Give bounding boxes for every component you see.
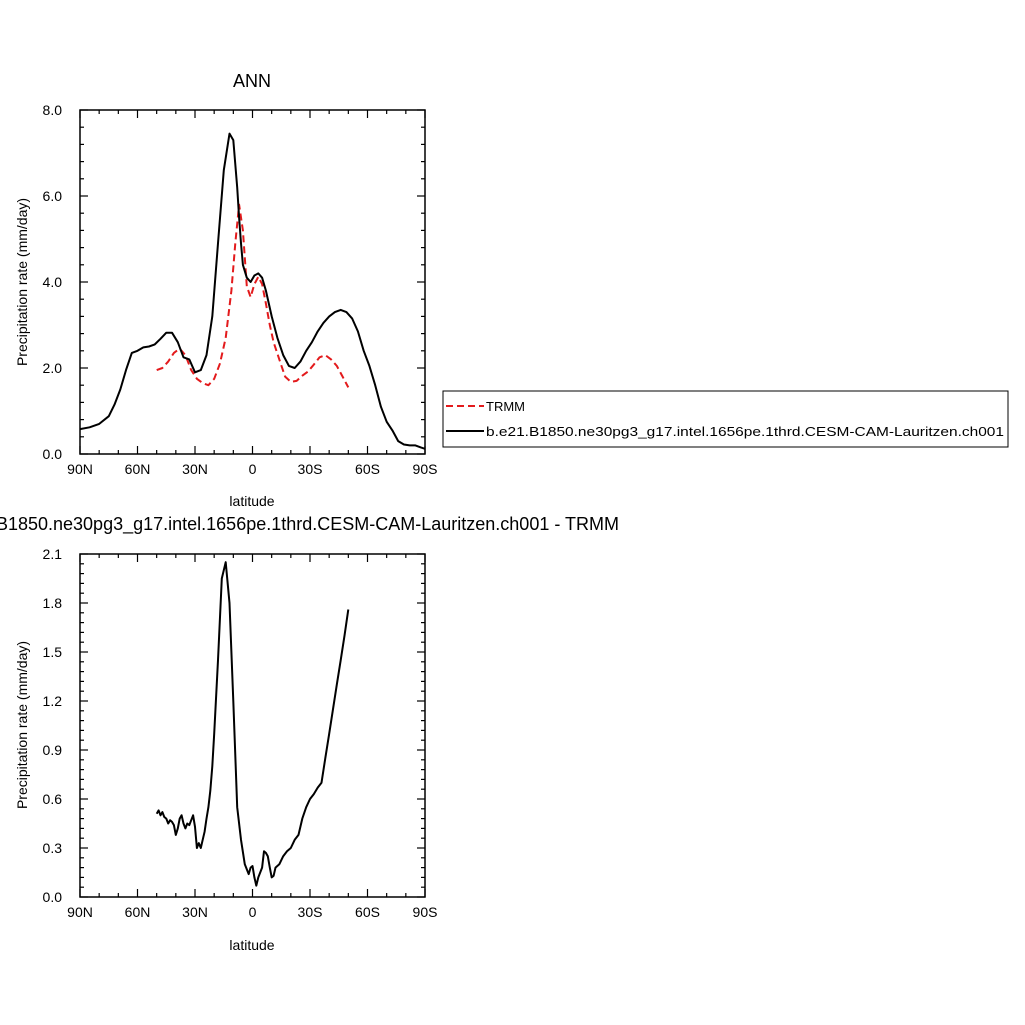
x-tick-label: 30S [298,461,323,477]
y-tick-label: 6.0 [43,188,63,204]
panel-title: b.e21.B1850.ne30pg3_g17.intel.1656pe.1th… [0,514,619,535]
legend-box [442,390,1009,448]
x-tick-label: 30S [298,904,323,920]
annual-precipitation-panel: ANN 90N 60N 30N 0 30S 60S 90S 0.0 2.0 4.0 6.0 8.0 l… [14,71,437,509]
x-tick-label: 60S [355,461,380,477]
x-tick-label: 90N [67,461,93,477]
x-tick-label: 30N [182,461,208,477]
y-tick-label: 0.0 [43,446,63,462]
panel-title: ANN [233,71,271,91]
y-tick-label: 0.3 [43,840,63,856]
y-tick-label: 0.6 [43,791,63,807]
y-tick-label: 2.1 [43,546,63,562]
series-line-trmm [156,203,350,388]
x-tick-label: 90N [67,904,93,920]
y-tick-label: 1.2 [43,693,63,709]
difference-panel: b.e21.B1850.ne30pg3_g17.intel.1656pe.1th… [0,514,619,953]
legend: TRMM b.e21.B1850.ne30pg3_g17.intel.1656p… [442,390,1009,448]
y-tick-label: 0.0 [43,889,63,905]
plot-frame [79,109,426,455]
legend-label-trmm: TRMM [486,399,525,414]
x-tick-label: 60S [355,904,380,920]
y-tick-label: 0.9 [43,742,63,758]
y-tick-label: 1.8 [43,595,63,611]
x-tick-label: 90S [413,461,438,477]
plot-frame [79,553,426,898]
x-tick-label: 30N [182,904,208,920]
y-tick-label: 8.0 [43,102,63,118]
x-axis-label: latitude [229,937,274,953]
x-tick-label: 0 [249,461,257,477]
y-tick-label: 4.0 [43,274,63,290]
y-tick-label: 1.5 [43,644,63,660]
y-axis-label: Precipitation rate (mm/day) [14,198,30,366]
x-tick-label: 0 [249,904,257,920]
y-tick-label: 2.0 [43,360,63,376]
x-axis-label: latitude [229,493,274,509]
x-tick-label: 60N [125,904,151,920]
series-line-b-e21-b1850-ne30pg3-g17-intel-1656pe-1thrd-cesm-cam-lauritzen-ch001 [79,132,426,450]
y-axis-label: Precipitation rate (mm/day) [14,641,30,809]
x-tick-label: 60N [125,461,151,477]
series-line-difference [155,561,350,887]
x-tick-label: 90S [413,904,438,920]
legend-label-model: b.e21.B1850.ne30pg3_g17.intel.1656pe.1th… [486,424,1004,439]
